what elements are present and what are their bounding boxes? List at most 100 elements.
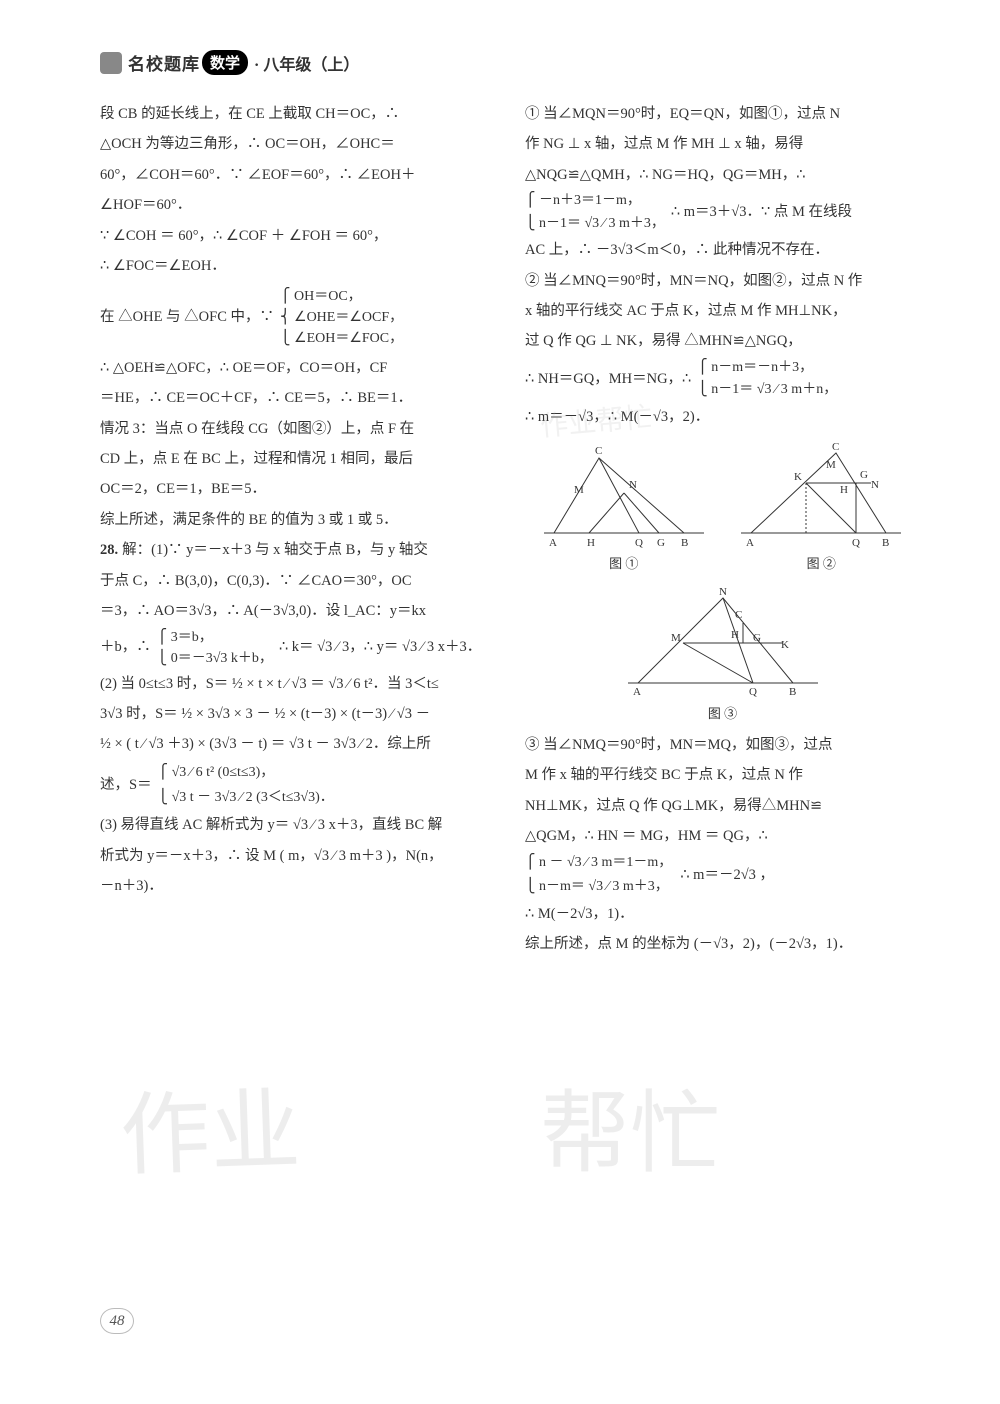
brand-text: 名校题库 — [128, 50, 200, 75]
brace-line: ⎩ ∠EOH＝∠FOC， — [280, 328, 403, 349]
text-line: 于点 C，∴ B(3,0)，C(0,3)．∵ ∠CAO＝30°，OC — [100, 566, 495, 596]
text-line: 情况 3：当点 O 在线段 CG（如图②）上，点 F 在 — [100, 414, 495, 444]
brace-line: ⎩ 0＝－3√3 k＋b， — [157, 648, 273, 669]
brace-system: 在 △OHE 与 △OFC 中，∵ ⎧ OH＝OC， ⎨ ∠OHE＝∠OCF， … — [100, 286, 495, 349]
text-line: ∴ m＝－2√3 ， — [680, 860, 774, 890]
text-line: (2) 当 0≤t≤3 时，S＝ ½ × t × t ⁄ √3 ＝ √3 ⁄ 6… — [100, 669, 495, 699]
question-28: 28. 解：(1)∵ y＝－x＋3 与 x 轴交于点 B，与 y 轴交 — [100, 535, 495, 565]
text-line: 60°，∠COH＝60°．∵ ∠EOF＝60°，∴ ∠EOH＋ — [100, 160, 495, 190]
svg-text:G: G — [860, 469, 868, 481]
brace-body: ⎧ 3＝b， ⎩ 0＝－3√3 k＋b， — [157, 627, 273, 669]
svg-text:Q: Q — [749, 686, 757, 698]
svg-text:H: H — [587, 537, 595, 548]
text-line: ∴ m＝3＋√3．∵ 点 M 在线段 — [671, 197, 852, 227]
text-line: 3√3 时，S＝ ½ × 3√3 × 3 － ½ × (t－3) × (t－3)… — [100, 699, 495, 729]
figure-2: A Q B C K M G N H 图 ② — [736, 438, 906, 577]
text-line: ∠HOF＝60°． — [100, 190, 495, 220]
page-number: 48 — [100, 1308, 134, 1334]
brace-body: ⎧ n － √3 ⁄ 3 m＝1－m， ⎩ n－m＝ √3 ⁄ 3 m＋3， — [525, 851, 672, 899]
svg-text:N: N — [871, 479, 879, 491]
text-line: ＝HE，∴ CE＝OC＋CF，∴ CE＝5，∴ BE＝1． — [100, 383, 495, 413]
text-line: ∴ M(－2√3，1)． — [525, 899, 920, 929]
figure-3-container: A Q B N M H G K C 图 ③ — [525, 583, 920, 727]
text-line: NH⊥MK，过点 Q 作 QG⊥MK，易得△MHN≌ — [525, 791, 920, 821]
text-line: 段 CB 的延长线上，在 CE 上截取 CH＝OC，∴ — [100, 99, 495, 129]
svg-text:G: G — [657, 537, 665, 548]
brace-body: ⎧ n－m＝－n＋3， ⎩ n－1＝ √3 ⁄ 3 m＋n， — [697, 357, 837, 402]
page-header: 名校题库 数学 · 八年级（上） — [100, 50, 920, 75]
svg-text:M: M — [574, 484, 584, 496]
figure-3: A Q B N M H G K C 图 ③ — [623, 583, 823, 727]
text-line: 过 Q 作 QG ⊥ NK，易得 △MHN≌△NGQ， — [525, 326, 920, 356]
text-line: △OCH 为等边三角形，∴ OC＝OH，∠OHC＝ — [100, 129, 495, 159]
figure-2-label: 图 ② — [736, 550, 906, 577]
text-line: 在 △OHE 与 △OFC 中，∵ — [100, 302, 274, 332]
text-line: ∴ △OEH≌△OFC，∴ OE＝OF，CO＝OH，CF — [100, 353, 495, 383]
svg-text:A: A — [746, 537, 754, 548]
figure-1-label: 图 ① — [539, 550, 709, 577]
svg-text:M: M — [826, 459, 836, 471]
brace-system: 述，S＝ ⎧ √3 ⁄ 6 t² (0≤t≤3)， ⎩ √3 t － 3√3 ⁄… — [100, 760, 495, 810]
text-line: ∴ ∠FOC＝∠EOH． — [100, 251, 495, 281]
svg-text:H: H — [840, 484, 848, 496]
figure-3-label: 图 ③ — [623, 700, 823, 727]
book-icon — [100, 52, 122, 74]
svg-text:Q: Q — [852, 537, 860, 548]
two-column-layout: 段 CB 的延长线上，在 CE 上截取 CH＝OC，∴ △OCH 为等边三角形，… — [100, 99, 920, 960]
svg-text:K: K — [794, 471, 802, 483]
svg-text:C: C — [832, 441, 839, 453]
text-line: (3) 易得直线 AC 解析式为 y＝ √3 ⁄ 3 x＋3，直线 BC 解 — [100, 810, 495, 840]
text-line: M 作 x 轴的平行线交 BC 于点 K，过点 N 作 — [525, 760, 920, 790]
text-line: CD 上，点 E 在 BC 上，过程和情况 1 相同，最后 — [100, 444, 495, 474]
text-line: △QGM，∴ HN ＝ MG，HM ＝ QG，∴ — [525, 821, 920, 851]
text-line: 析式为 y＝－x＋3，∴ 设 M ( m，√3 ⁄ 3 m＋3 )，N(n， — [100, 841, 495, 871]
svg-text:A: A — [633, 686, 641, 698]
text-line: OC＝2，CE＝1，BE＝5． — [100, 474, 495, 504]
brace-body: ⎧ －n＋3＝1－m， ⎩ n－1＝ √3 ⁄ 3 m＋3， — [525, 190, 665, 235]
svg-text:H: H — [731, 629, 739, 641]
svg-text:N: N — [629, 479, 637, 491]
brace-body: ⎧ OH＝OC， ⎨ ∠OHE＝∠OCF， ⎩ ∠EOH＝∠FOC， — [280, 286, 403, 349]
brace-line: ⎩ √3 t － 3√3 ⁄ 2 (3＜t≤3√3)． — [158, 785, 334, 810]
text-line: ∴ NH＝GQ，MH＝NG，∴ — [525, 364, 691, 394]
svg-text:M: M — [671, 632, 681, 644]
text-line: －n＋3)． — [100, 871, 495, 901]
brace-system: ＋b，∴ ⎧ 3＝b， ⎩ 0＝－3√3 k＋b， ∴ k＝ √3 ⁄ 3，∴ … — [100, 627, 495, 669]
grade-label: · 八年级（上） — [254, 51, 359, 75]
svg-text:K: K — [781, 639, 789, 651]
text-line: 作 NG ⊥ x 轴，过点 M 作 MH ⊥ x 轴，易得 — [525, 129, 920, 159]
svg-text:N: N — [719, 586, 727, 598]
brace-line: ⎧ －n＋3＝1－m， — [525, 190, 665, 212]
brace-system: ∴ NH＝GQ，MH＝NG，∴ ⎧ n－m＝－n＋3， ⎩ n－1＝ √3 ⁄ … — [525, 357, 920, 402]
brace-system: ⎧ n － √3 ⁄ 3 m＝1－m， ⎩ n－m＝ √3 ⁄ 3 m＋3， ∴… — [525, 851, 920, 899]
text-line: ③ 当∠NMQ＝90°时，MN＝MQ，如图③，过点 — [525, 730, 920, 760]
text-line: ∴ m＝－√3，∴ M(－√3，2)． — [525, 402, 920, 432]
svg-text:C: C — [735, 609, 742, 621]
brace-body: ⎧ √3 ⁄ 6 t² (0≤t≤3)， ⎩ √3 t － 3√3 ⁄ 2 (3… — [158, 760, 334, 810]
text-line: ＋b，∴ — [100, 632, 151, 662]
text-line: ① 当∠MQN＝90°时，EQ＝QN，如图①，过点 N — [525, 99, 920, 129]
svg-text:B: B — [681, 537, 688, 548]
brace-line: ⎧ n－m＝－n＋3， — [697, 357, 837, 379]
brace-line: ⎩ n－m＝ √3 ⁄ 3 m＋3， — [525, 875, 672, 899]
brace-line: ⎨ ∠OHE＝∠OCF， — [280, 307, 403, 328]
text-line: ½ × ( t ⁄ √3 ＋3) × (3√3 － t) ＝ √3 t － 3√… — [100, 729, 495, 759]
brace-line: ⎧ OH＝OC， — [280, 286, 403, 307]
text-line: 综上所述，满足条件的 BE 的值为 3 或 1 或 5． — [100, 505, 495, 535]
text-line: 综上所述，点 M 的坐标为 (－√3，2)，(－2√3，1)． — [525, 929, 920, 959]
figure-1: A H Q G B C M N 图 ① — [539, 438, 709, 577]
svg-text:B: B — [789, 686, 796, 698]
text-line: 述，S＝ — [100, 770, 152, 800]
brace-line: ⎧ n － √3 ⁄ 3 m＝1－m， — [525, 851, 672, 875]
svg-text:Q: Q — [635, 537, 643, 548]
brace-line: ⎩ n－1＝ √3 ⁄ 3 m＋n， — [697, 379, 837, 401]
brace-system: ⎧ －n＋3＝1－m， ⎩ n－1＝ √3 ⁄ 3 m＋3， ∴ m＝3＋√3．… — [525, 190, 920, 235]
right-column: ① 当∠MQN＝90°时，EQ＝QN，如图①，过点 N 作 NG ⊥ x 轴，过… — [525, 99, 920, 960]
watermark-left: 作业 — [118, 1057, 302, 1193]
text-line: ∴ k＝ √3 ⁄ 3，∴ y＝ √3 ⁄ 3 x＋3． — [279, 632, 481, 662]
svg-text:B: B — [882, 537, 889, 548]
text-line: ∵ ∠COH ＝ 60°，∴ ∠COF ＋ ∠FOH ＝ 60°， — [100, 221, 495, 251]
text-line: x 轴的平行线交 AC 于点 K，过点 M 作 MH⊥NK， — [525, 296, 920, 326]
text-line: △NQG≌△QMH，∴ NG＝HQ，QG＝MH，∴ — [525, 160, 920, 190]
text-line: ＝3，∴ AO＝3√3，∴ A(－3√3,0)．设 l_AC：y＝kx — [100, 596, 495, 626]
